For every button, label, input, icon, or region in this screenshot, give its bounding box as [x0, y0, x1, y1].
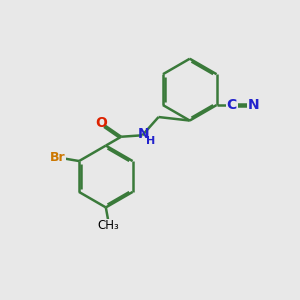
- Text: N: N: [138, 127, 150, 141]
- Text: C: C: [227, 98, 237, 112]
- Text: Br: Br: [50, 151, 66, 164]
- Text: CH₃: CH₃: [97, 219, 119, 232]
- Text: O: O: [95, 116, 107, 130]
- Text: H: H: [146, 136, 155, 146]
- Text: N: N: [248, 98, 259, 112]
